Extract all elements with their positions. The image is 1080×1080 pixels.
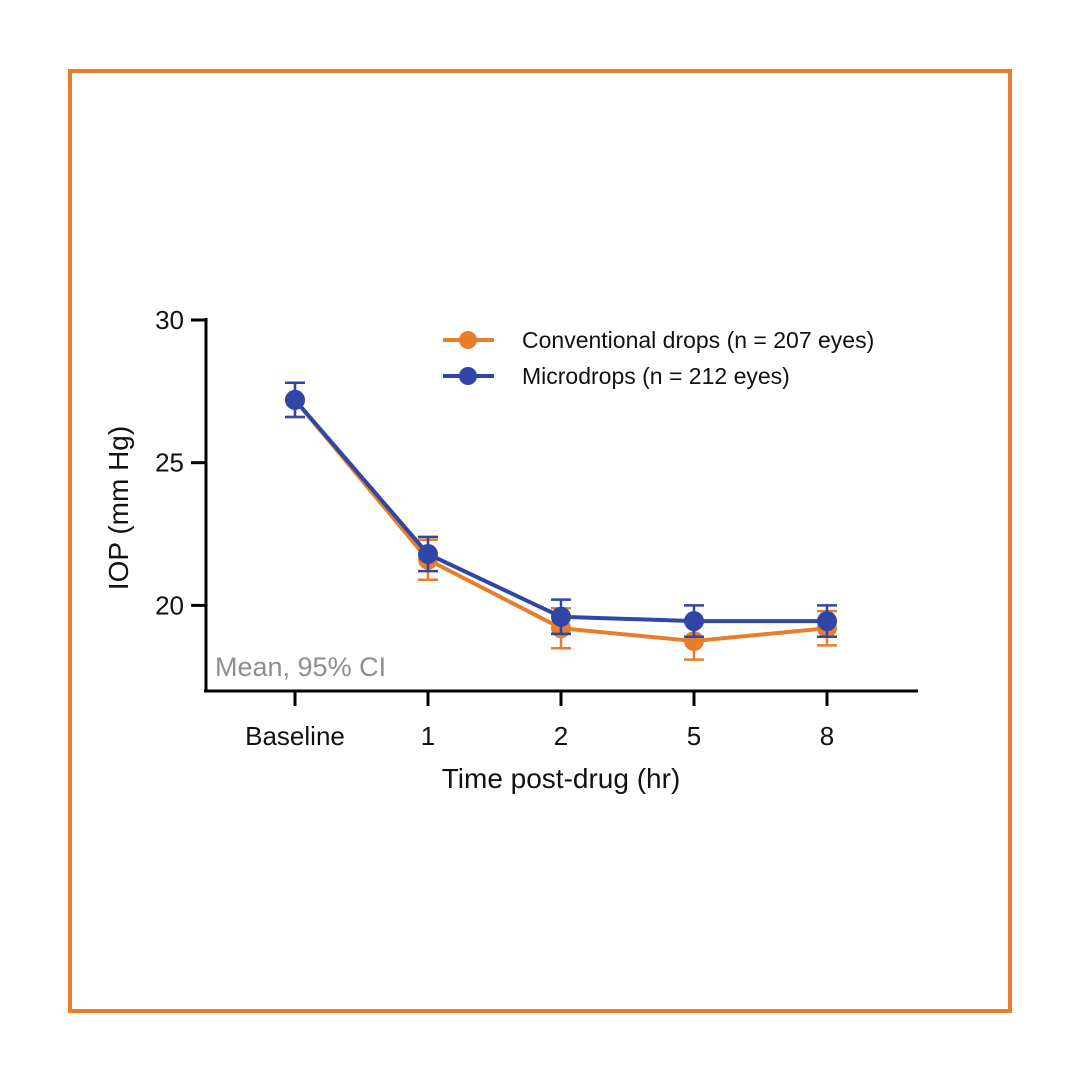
x-tick-label: 5 — [687, 721, 701, 751]
data-point-microdrops — [285, 389, 305, 410]
ci-annotation: Mean, 95% CI — [215, 652, 386, 682]
y-tick-label: 20 — [155, 590, 184, 620]
x-tick-label: 1 — [421, 721, 435, 751]
legend-marker-microdrops — [459, 367, 477, 385]
data-point-microdrops — [418, 544, 438, 565]
chart-frame — [68, 69, 1012, 1013]
x-tick-label: 2 — [554, 721, 568, 751]
legend-item-microdrops: Microdrops (n = 212 eyes) — [443, 363, 790, 389]
x-tick-label: 8 — [820, 721, 834, 751]
legend-label-microdrops: Microdrops (n = 212 eyes) — [522, 363, 790, 389]
y-tick-label: 30 — [155, 305, 184, 335]
y-ticks: 20 25 30 — [155, 305, 206, 620]
x-ticks: Baseline 1 2 5 8 — [245, 691, 834, 751]
legend: Conventional drops (n = 207 eyes) Microd… — [443, 327, 874, 389]
series-layer — [285, 381, 837, 661]
legend-item-conventional: Conventional drops (n = 207 eyes) — [443, 327, 874, 353]
data-point-microdrops — [551, 606, 571, 627]
data-point-microdrops — [684, 611, 704, 632]
y-axis-title: IOP (mm Hg) — [103, 426, 134, 590]
legend-marker-conventional — [459, 331, 477, 349]
y-tick-label: 25 — [155, 448, 184, 478]
series-line-microdrops — [293, 398, 827, 624]
series-microdrops — [285, 381, 837, 639]
legend-label-conventional: Conventional drops (n = 207 eyes) — [522, 327, 874, 353]
x-tick-label: Baseline — [245, 721, 345, 751]
data-point-microdrops — [817, 611, 837, 632]
x-axis-title: Time post-drug (hr) — [442, 763, 681, 794]
